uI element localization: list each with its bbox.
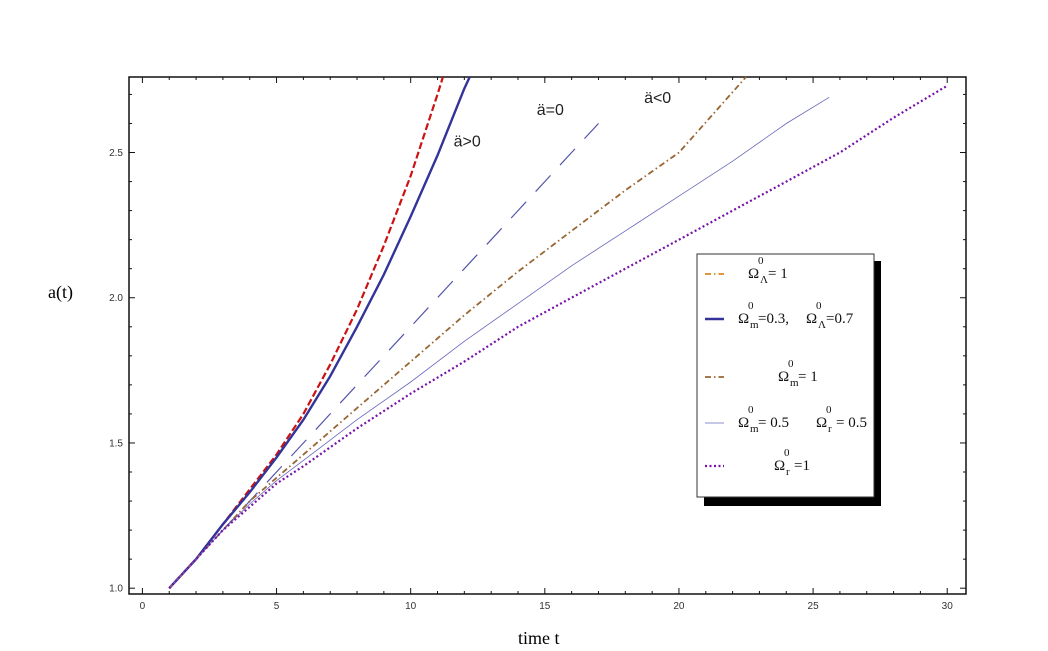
legend-symbol: Ω [806,311,817,327]
series-line-1 [168,76,471,590]
legend-symbol: Ω [778,369,789,385]
legend-value: = 0.5 [758,415,789,431]
x-tick-label: 15 [539,601,551,612]
x-tick-label: 25 [808,601,820,612]
plot-frame [128,76,967,595]
y-tick-label: 2.0 [109,293,123,304]
legend-value: =1 [794,458,810,474]
annotations: ä>0 ä=0 ä<0 [454,90,672,151]
x-tick-label: 10 [405,601,417,612]
x-tick-label: 5 [274,601,280,612]
legend-subscript: Λ [760,274,768,286]
series-lines [168,76,948,590]
x-axis-title: time t [518,628,560,648]
legend-superscript: 0 [748,300,754,312]
legend-symbol: Ω [738,415,749,431]
series-line-0 [168,76,444,589]
series-line-5 [168,96,830,589]
legend-subscript: r [828,423,832,435]
legend-value: = 1 [768,266,788,282]
legend-symbol: Ω [816,415,827,431]
legend-superscript: 0 [748,404,754,416]
y-axis-title: a(t) [48,282,73,303]
y-tick-label: 2.5 [109,148,123,159]
legend-superscript: 0 [758,255,764,267]
legend-subscript: Λ [818,319,826,331]
legend-subscript: m [790,377,799,389]
legend-subscript: m [750,319,759,331]
legend-subscript: m [750,423,759,435]
x-tick-label: 30 [942,601,954,612]
legend-superscript: 0 [788,358,794,370]
legend-superscript: 0 [816,300,822,312]
legend-value: = 1 [798,369,818,385]
y-tick-label: 1.5 [109,438,123,449]
legend-subscript: r [786,466,790,478]
x-tick-label: 20 [673,601,685,612]
legend-superscript: 0 [784,447,790,459]
legend-value: =0.7 [826,311,854,327]
annotation-label: ä=0 [537,102,564,119]
legend-value: = 0.5 [836,415,867,431]
y-tick-label: 1.0 [109,584,123,595]
legend-value: =0.3, [758,311,789,327]
legend-superscript: 0 [826,404,832,416]
legend-symbol: Ω [748,266,759,282]
legend-symbol: Ω [774,458,785,474]
legend-symbol: Ω [738,311,749,327]
x-tick-label: 0 [140,601,146,612]
series-line-6 [168,84,948,589]
series-line-4 [168,76,747,589]
legend-box [696,253,875,498]
annotation-label: ä>0 [454,134,481,151]
ticks: 0 5 10 15 20 25 30 1.0 1.5 2.0 2.5 [109,77,966,612]
annotation-label: ä<0 [644,90,671,107]
